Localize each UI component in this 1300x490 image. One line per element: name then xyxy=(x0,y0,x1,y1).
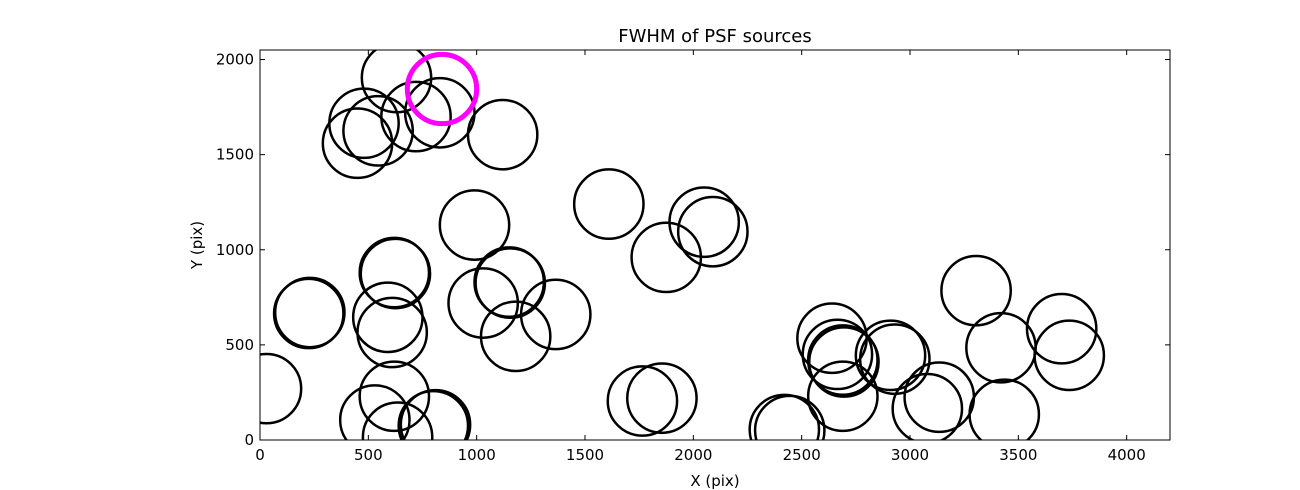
source-marker xyxy=(342,94,415,167)
source-marker xyxy=(808,326,880,398)
source-marker xyxy=(1025,292,1098,365)
source-marker xyxy=(1033,319,1106,392)
source-marker xyxy=(438,189,511,261)
data-points xyxy=(260,50,1106,440)
source-marker xyxy=(338,384,411,440)
highlighted-source-marker xyxy=(404,51,480,127)
source-marker xyxy=(630,221,703,294)
x-tick-label: 0 xyxy=(255,446,265,464)
source-marker xyxy=(358,360,431,433)
y-tick-label: 500 xyxy=(225,336,254,354)
x-axis-ticks: 0 500 1000 1500 2000 2500 3000 3500 4000 xyxy=(255,50,1146,464)
source-marker xyxy=(891,372,964,440)
source-marker xyxy=(676,195,749,268)
x-tick-label: 1000 xyxy=(458,446,496,464)
source-marker xyxy=(626,362,698,435)
source-marker xyxy=(260,352,303,425)
source-marker xyxy=(356,296,429,369)
source-marker xyxy=(903,361,976,434)
x-axis-label: X (pix) xyxy=(690,472,739,490)
source-marker xyxy=(748,393,821,440)
source-marker xyxy=(466,98,539,171)
source-marker xyxy=(965,311,1037,384)
source-marker xyxy=(806,360,879,433)
source-marker xyxy=(272,277,345,350)
source-marker xyxy=(399,388,472,440)
source-marker xyxy=(474,247,547,319)
x-tick-label: 4000 xyxy=(1108,446,1146,464)
x-tick-label: 2500 xyxy=(783,446,821,464)
source-marker xyxy=(940,254,1012,327)
source-marker xyxy=(854,319,927,392)
y-tick-label: 1000 xyxy=(216,241,254,259)
chart-title: FWHM of PSF sources xyxy=(618,26,812,47)
y-tick-label: 2000 xyxy=(216,51,254,69)
y-axis-ticks: 0 500 1000 1500 2000 xyxy=(216,51,1170,449)
x-tick-label: 3000 xyxy=(891,446,929,464)
source-marker xyxy=(447,267,520,339)
x-tick-label: 3500 xyxy=(999,446,1037,464)
y-tick-label: 0 xyxy=(244,431,254,449)
source-marker xyxy=(519,278,592,351)
x-tick-label: 1500 xyxy=(566,446,604,464)
y-tick-label: 1500 xyxy=(216,146,254,164)
source-marker xyxy=(801,318,874,391)
y-axis-label: Y (pix) xyxy=(188,221,206,270)
plot-frame xyxy=(259,49,1171,441)
x-tick-label: 500 xyxy=(354,446,383,464)
source-marker xyxy=(606,365,679,437)
source-marker xyxy=(321,107,394,180)
source-marker xyxy=(753,394,826,440)
source-marker xyxy=(351,281,424,354)
x-tick-label: 2000 xyxy=(674,446,712,464)
source-marker xyxy=(359,237,432,310)
source-marker xyxy=(361,401,434,440)
source-marker xyxy=(968,378,1041,440)
source-marker xyxy=(479,300,552,373)
source-marker xyxy=(572,168,645,241)
